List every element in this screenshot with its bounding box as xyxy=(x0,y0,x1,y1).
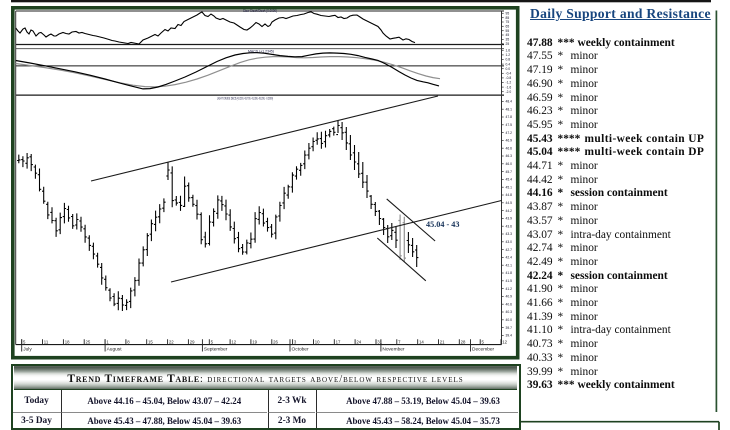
svg-text:46.3: 46.3 xyxy=(506,154,513,158)
svg-text:1: 1 xyxy=(106,340,109,345)
svg-text:28: 28 xyxy=(461,340,466,345)
svg-text:29: 29 xyxy=(190,340,195,345)
svg-text:0.0: 0.0 xyxy=(506,67,511,71)
svg-text:18: 18 xyxy=(65,340,70,345)
svg-text:26: 26 xyxy=(273,340,278,345)
svg-text:47.8: 47.8 xyxy=(506,115,513,119)
svg-text:48.1: 48.1 xyxy=(506,107,513,111)
svg-text:46.9: 46.9 xyxy=(506,139,513,143)
svg-text:46.6: 46.6 xyxy=(506,146,513,150)
svg-text:85: 85 xyxy=(506,16,510,20)
svg-text:47.5: 47.5 xyxy=(506,123,513,127)
svg-text:10: 10 xyxy=(315,340,320,345)
svg-text:December: December xyxy=(472,347,495,353)
svg-text:0.8: 0.8 xyxy=(506,58,511,62)
svg-text:45.4: 45.4 xyxy=(506,178,513,182)
svg-text:40.0: 40.0 xyxy=(506,318,513,322)
svg-text:42.7: 42.7 xyxy=(506,248,513,252)
svg-text:8: 8 xyxy=(127,340,130,345)
svg-text:15: 15 xyxy=(148,340,153,345)
svg-text:22: 22 xyxy=(169,340,174,345)
svg-text:17: 17 xyxy=(336,340,341,345)
svg-text:1.2: 1.2 xyxy=(506,53,511,57)
svg-text:46.0: 46.0 xyxy=(506,162,513,166)
svg-text:12: 12 xyxy=(502,340,507,345)
svg-text:MACD (+1.2345): MACD (+1.2345) xyxy=(248,50,274,54)
svg-text:Slow Stoch/Stoch (0.0000): Slow Stoch/Stoch (0.0000) xyxy=(243,9,277,13)
svg-text:-1.2: -1.2 xyxy=(506,81,512,85)
svg-text:5: 5 xyxy=(211,340,214,345)
svg-text:45.04 - 43: 45.04 - 43 xyxy=(426,220,459,229)
svg-text:-0.8: -0.8 xyxy=(506,76,512,80)
svg-text:65: 65 xyxy=(506,25,510,29)
svg-text:45: 45 xyxy=(506,33,510,37)
svg-text:July: July xyxy=(23,347,32,353)
svg-text:43.9: 43.9 xyxy=(506,217,513,221)
svg-text:21: 21 xyxy=(440,340,445,345)
svg-text:25: 25 xyxy=(86,340,91,345)
svg-text:35: 35 xyxy=(506,38,510,42)
svg-text:September: September xyxy=(204,347,228,353)
svg-text:95: 95 xyxy=(506,12,510,16)
svg-text:25: 25 xyxy=(506,42,510,46)
svg-text:44.2: 44.2 xyxy=(506,209,513,213)
svg-text:45.7: 45.7 xyxy=(506,170,513,174)
svg-text:1.6: 1.6 xyxy=(506,49,511,53)
svg-text:3: 3 xyxy=(294,340,297,345)
svg-text:43.0: 43.0 xyxy=(506,240,513,244)
svg-text:31: 31 xyxy=(377,340,382,345)
svg-text:41.5: 41.5 xyxy=(506,279,513,283)
svg-text:-2.0: -2.0 xyxy=(506,90,512,94)
svg-text:7: 7 xyxy=(398,340,401,345)
svg-text:55: 55 xyxy=(506,29,510,33)
svg-text:40.3: 40.3 xyxy=(506,310,513,314)
svg-text:44.5: 44.5 xyxy=(506,201,513,205)
svg-text:42.1: 42.1 xyxy=(506,263,513,267)
svg-text:11: 11 xyxy=(44,340,49,345)
svg-text:-0.4: -0.4 xyxy=(506,72,512,76)
svg-text:43.6: 43.6 xyxy=(506,224,513,228)
svg-text:5: 5 xyxy=(482,340,485,345)
svg-text:-1.6: -1.6 xyxy=(506,85,512,89)
svg-text:47.2: 47.2 xyxy=(506,131,513,135)
svg-text:75: 75 xyxy=(506,20,510,24)
svg-text:24: 24 xyxy=(356,340,361,345)
svg-text:19: 19 xyxy=(252,340,257,345)
svg-text:39.7: 39.7 xyxy=(506,326,513,330)
svg-text:43.3: 43.3 xyxy=(506,232,513,236)
svg-text:40.9: 40.9 xyxy=(506,295,513,299)
svg-text:40.6: 40.6 xyxy=(506,302,513,306)
svg-text:5: 5 xyxy=(23,340,26,345)
svg-text:0.4: 0.4 xyxy=(506,62,511,66)
svg-text:14: 14 xyxy=(419,340,424,345)
svg-text:48.4: 48.4 xyxy=(506,100,513,104)
svg-text:November: November xyxy=(382,347,405,353)
svg-text:39.4: 39.4 xyxy=(506,334,513,338)
svg-text:12: 12 xyxy=(231,340,236,345)
svg-text:41.2: 41.2 xyxy=(506,287,513,291)
svg-text:October: October xyxy=(292,347,309,353)
svg-text:41.8: 41.8 xyxy=(506,271,513,275)
svg-text:LIGHT CRUDE DEC5 (43.200, 43.7: LIGHT CRUDE DEC5 (43.200, 43.700, 41.300… xyxy=(217,96,273,100)
svg-text:45.1: 45.1 xyxy=(506,185,513,189)
svg-text:44.8: 44.8 xyxy=(506,193,513,197)
svg-text:August: August xyxy=(107,347,123,353)
svg-text:42.4: 42.4 xyxy=(506,256,513,260)
